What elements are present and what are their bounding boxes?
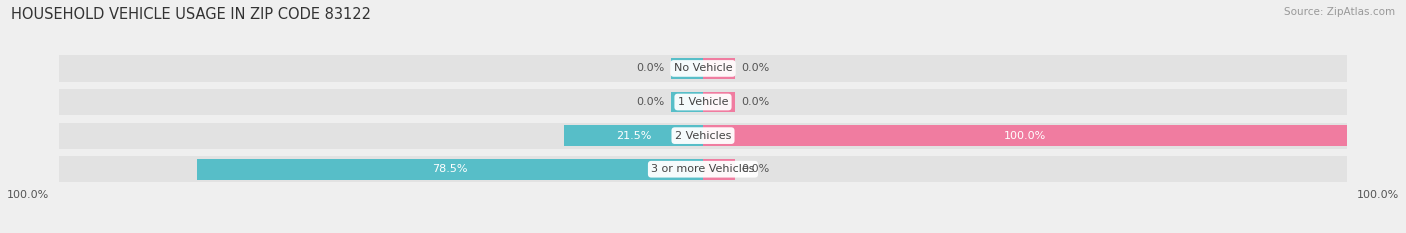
Text: 0.0%: 0.0%	[742, 164, 770, 174]
Bar	[59, 123, 1347, 149]
Text: 0.0%: 0.0%	[636, 97, 665, 107]
Bar	[564, 125, 703, 146]
Text: 0.0%: 0.0%	[636, 63, 665, 73]
Bar	[671, 92, 703, 113]
Text: 100.0%: 100.0%	[1357, 190, 1399, 200]
Bar	[59, 55, 1347, 82]
Text: 21.5%: 21.5%	[616, 131, 651, 141]
Text: 100.0%: 100.0%	[1004, 131, 1046, 141]
Text: 3 or more Vehicles: 3 or more Vehicles	[651, 164, 755, 174]
Bar	[59, 89, 1347, 115]
Bar	[703, 159, 735, 180]
Bar	[703, 92, 735, 113]
Bar	[703, 125, 1347, 146]
Text: 0.0%: 0.0%	[742, 63, 770, 73]
Text: HOUSEHOLD VEHICLE USAGE IN ZIP CODE 83122: HOUSEHOLD VEHICLE USAGE IN ZIP CODE 8312…	[11, 7, 371, 22]
Bar	[197, 159, 703, 180]
Bar	[671, 58, 703, 79]
Text: 78.5%: 78.5%	[432, 164, 468, 174]
Bar	[703, 58, 735, 79]
Text: 2 Vehicles: 2 Vehicles	[675, 131, 731, 141]
Text: Source: ZipAtlas.com: Source: ZipAtlas.com	[1284, 7, 1395, 17]
Text: 1 Vehicle: 1 Vehicle	[678, 97, 728, 107]
Text: 0.0%: 0.0%	[742, 97, 770, 107]
Text: No Vehicle: No Vehicle	[673, 63, 733, 73]
Text: 100.0%: 100.0%	[7, 190, 49, 200]
Bar	[59, 156, 1347, 182]
